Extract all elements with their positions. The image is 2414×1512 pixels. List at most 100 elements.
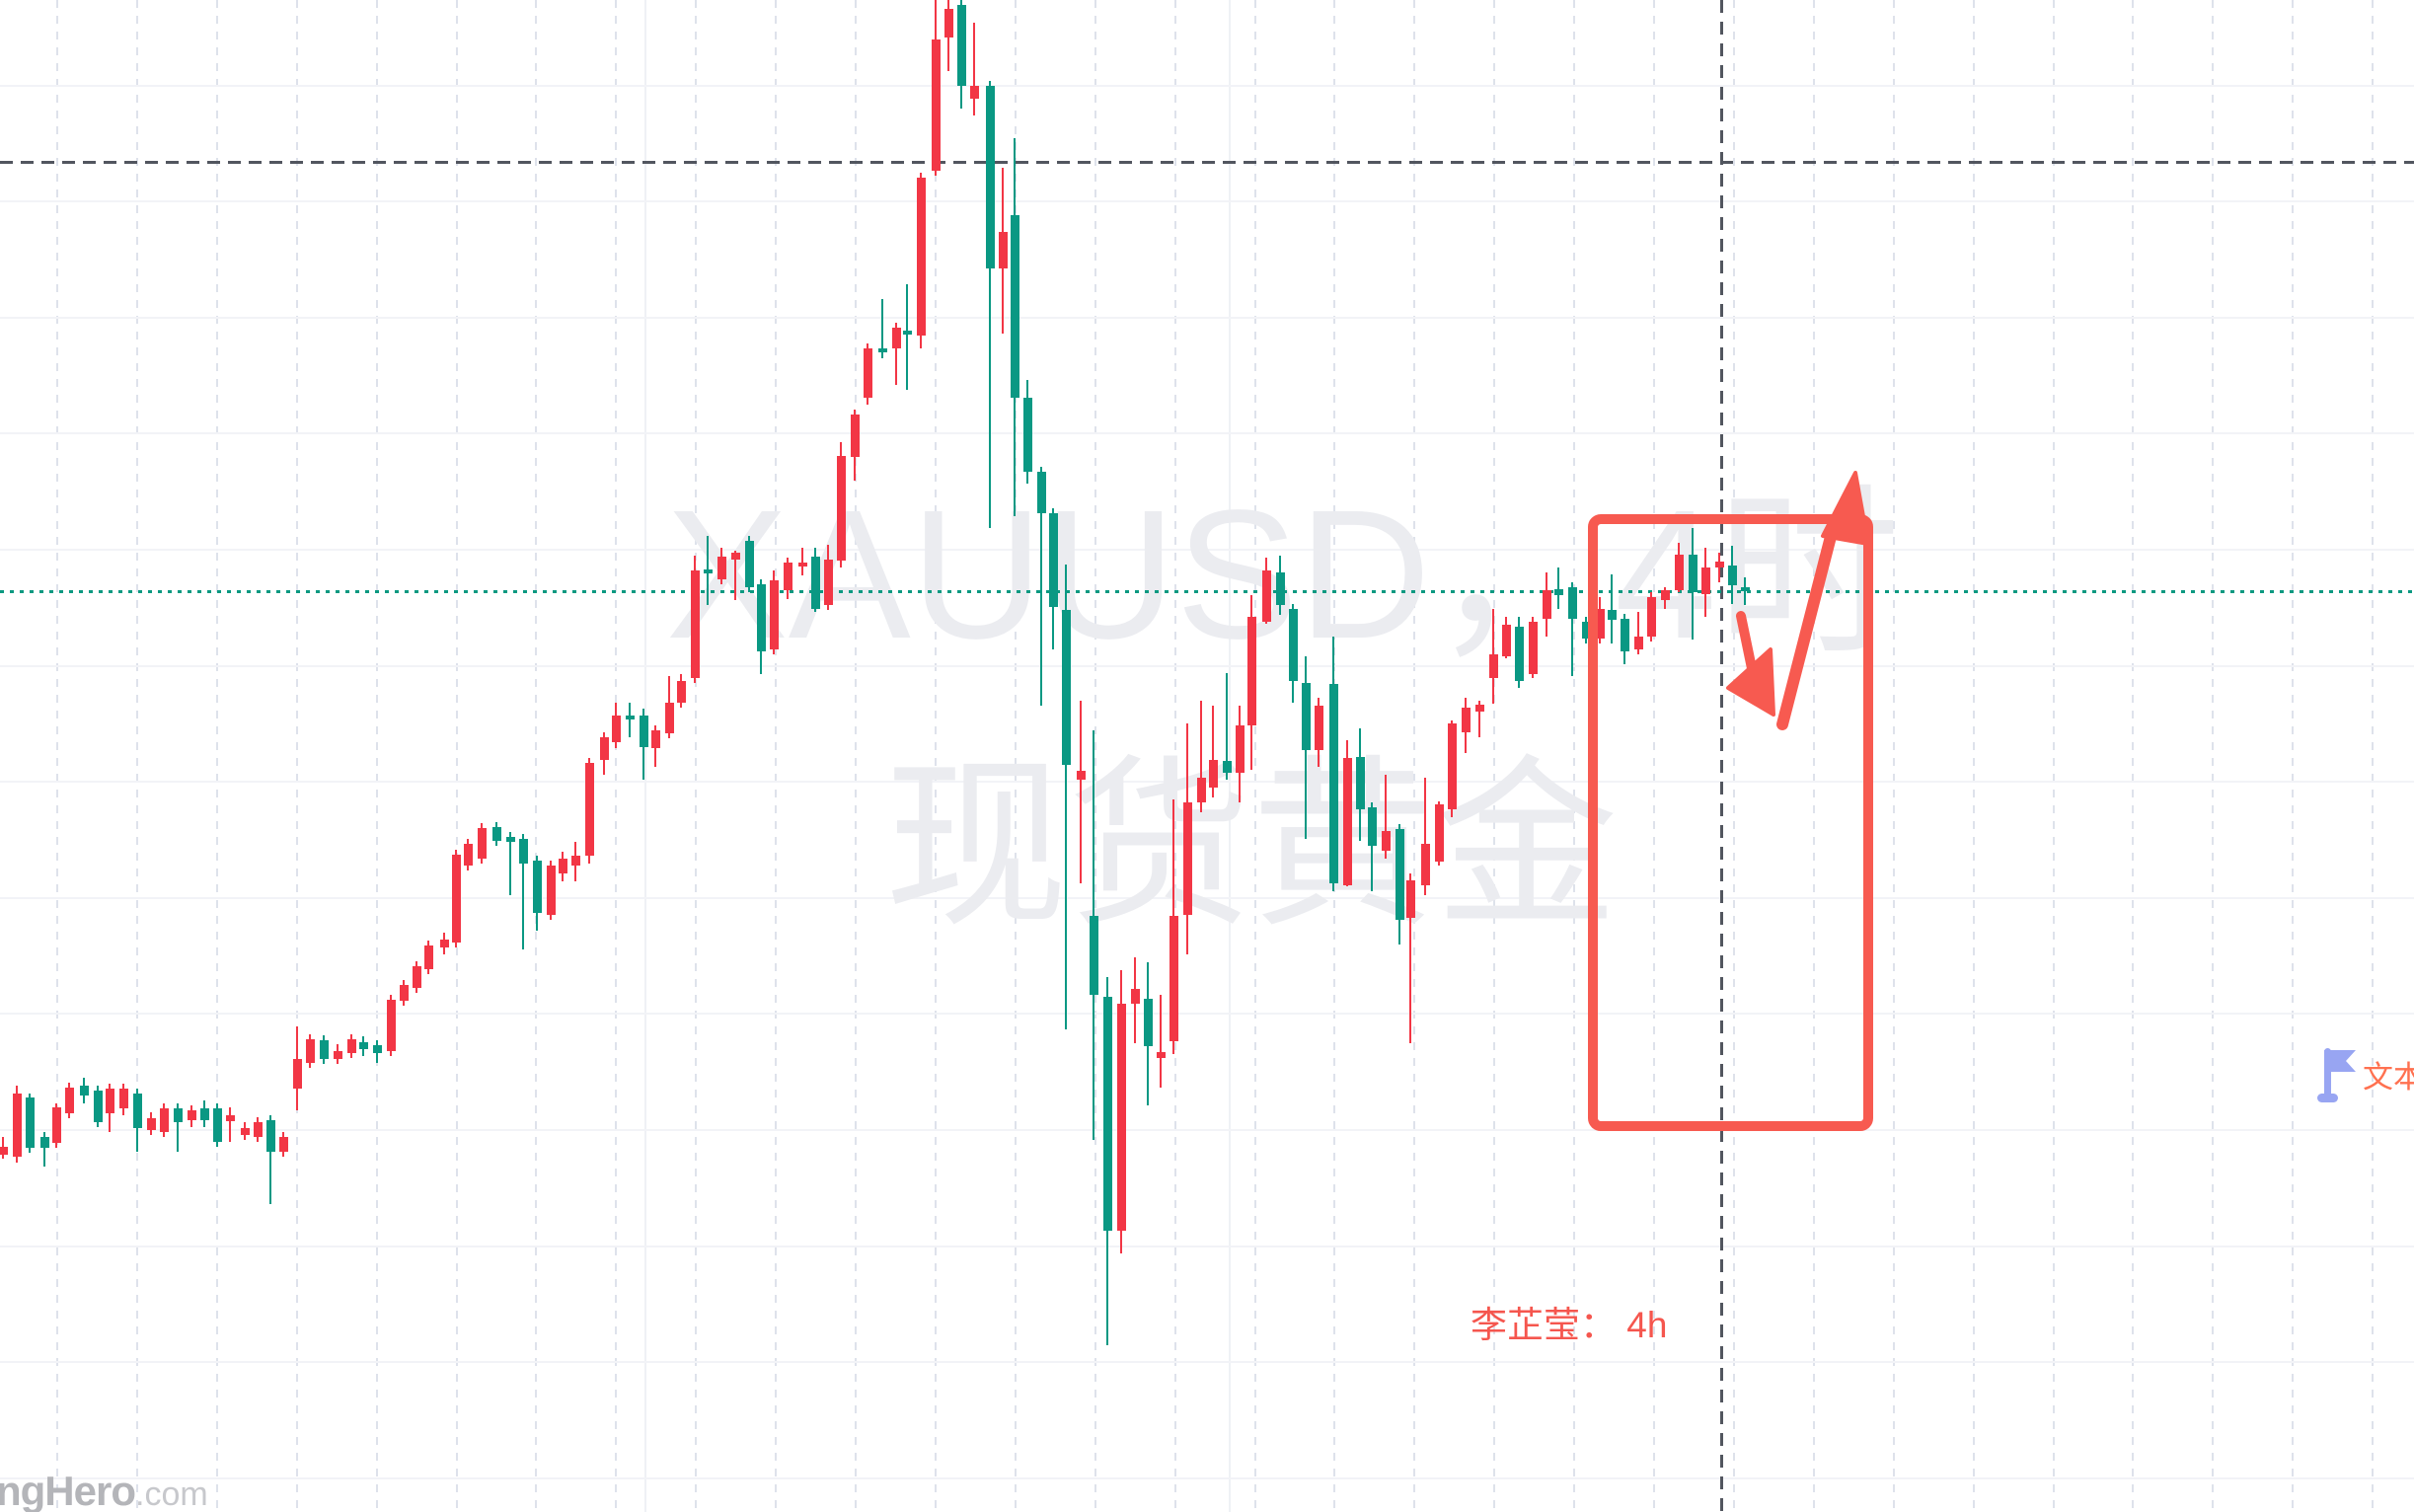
candle-body: [1514, 627, 1524, 681]
candle-body: [39, 1137, 49, 1148]
grid-vline: [1892, 0, 1895, 1512]
candle-wick: [1199, 701, 1203, 812]
down-arrow-shaft[interactable]: [1736, 611, 1758, 678]
candle-body: [1314, 706, 1323, 750]
candle-wick: [628, 703, 632, 737]
candle-body: [491, 827, 501, 841]
grid-vline: [615, 0, 618, 1512]
grid-vline: [1972, 0, 1975, 1512]
highlight-rectangle[interactable]: [1588, 514, 1873, 1131]
candle-body: [690, 570, 700, 678]
candle-wick: [905, 284, 909, 390]
grid-hline: [0, 781, 2414, 784]
grid-hline: [0, 549, 2414, 551]
candle-body: [1581, 622, 1591, 639]
grid-vline: [2212, 0, 2215, 1512]
candle-body: [625, 716, 635, 719]
candle-body: [902, 331, 912, 335]
candle-wick: [972, 23, 976, 115]
grid-vline: [934, 0, 937, 1512]
down-arrow-head[interactable]: [1726, 647, 1775, 717]
candle-body: [916, 178, 926, 336]
candle-body: [1714, 562, 1724, 567]
candle-body: [1595, 609, 1605, 639]
candle-body: [1474, 705, 1484, 712]
candle-body: [558, 859, 567, 873]
annotation-note-text[interactable]: 李芷莹： 4h: [1471, 1305, 1668, 1345]
candle-body: [639, 716, 648, 747]
candle-body: [985, 86, 995, 268]
candle-body: [79, 1086, 89, 1096]
grid-vline: [1653, 0, 1655, 1512]
candle-body: [64, 1088, 74, 1113]
candle-body: [265, 1120, 275, 1152]
grid-vline: [1573, 0, 1576, 1512]
candle-body: [292, 1059, 302, 1089]
candle-body: [823, 560, 833, 605]
candle-body: [584, 763, 594, 856]
candle-body: [1553, 589, 1563, 595]
candle-body: [1208, 760, 1218, 788]
grid-vline: [2372, 0, 2375, 1512]
grid-hline: [0, 316, 2414, 319]
grid-vline: [295, 0, 298, 1512]
candle-body: [1261, 570, 1271, 622]
candle-body: [1633, 637, 1643, 649]
candle-body: [319, 1040, 329, 1059]
candle-body: [12, 1094, 22, 1157]
dashed-level-line[interactable]: [0, 161, 2414, 164]
candle-wick: [1225, 673, 1229, 780]
candle-wick: [268, 1115, 272, 1204]
candle-body: [797, 563, 807, 567]
grid-hline: [0, 84, 2414, 87]
grid-vline: [56, 0, 58, 1512]
grid-vline: [1812, 0, 1815, 1512]
grid-vline: [1253, 0, 1256, 1512]
candle-body: [1646, 597, 1656, 637]
flag-icon[interactable]: [2311, 1042, 2363, 1109]
up-arrow-shaft[interactable]: [1776, 519, 1840, 730]
candle-body: [1022, 398, 1032, 472]
candle-body: [1528, 622, 1538, 674]
candle-body: [518, 839, 528, 864]
candle-wick: [1370, 802, 1374, 891]
candle-body: [1222, 761, 1232, 773]
grid-hline: [0, 1245, 2414, 1247]
candle-body: [1367, 807, 1377, 846]
candle-body: [1275, 572, 1285, 605]
up-arrow-head[interactable]: [1821, 471, 1870, 546]
candle-body: [118, 1089, 128, 1108]
candle-body: [969, 86, 979, 99]
flag-label: 文本: [2363, 1060, 2414, 1095]
candle-body: [159, 1108, 169, 1132]
grid-hline: [0, 1129, 2414, 1131]
candle-body: [1182, 802, 1192, 915]
candle-body: [717, 557, 726, 579]
candle-body: [1156, 1052, 1166, 1058]
grid-hline: [0, 200, 2414, 203]
candle-body: [253, 1122, 263, 1137]
candle-body: [225, 1115, 235, 1121]
candle-body: [650, 730, 660, 748]
logo-text: ngHero: [0, 1468, 136, 1512]
candle-body: [769, 580, 779, 649]
candle-wick: [1408, 873, 1412, 1043]
candle-wick: [1477, 701, 1481, 737]
candle-wick: [1064, 565, 1068, 1029]
candle-body: [998, 232, 1008, 268]
candle-wick: [1610, 574, 1614, 643]
dashed-time-line[interactable]: [1720, 0, 1723, 1512]
flag-marker[interactable]: 文本: [2311, 1042, 2414, 1109]
grid-vline: [1732, 0, 1735, 1512]
candle-body: [676, 681, 686, 703]
candle-body: [358, 1042, 368, 1049]
candle-body: [943, 9, 953, 38]
grid-vline: [1094, 0, 1096, 1512]
candle-body: [1169, 916, 1178, 1041]
candle-body: [346, 1039, 356, 1053]
watermark-name: 现货黄金: [883, 744, 1620, 948]
candle-body: [240, 1128, 250, 1135]
candle-wick: [1717, 553, 1721, 582]
